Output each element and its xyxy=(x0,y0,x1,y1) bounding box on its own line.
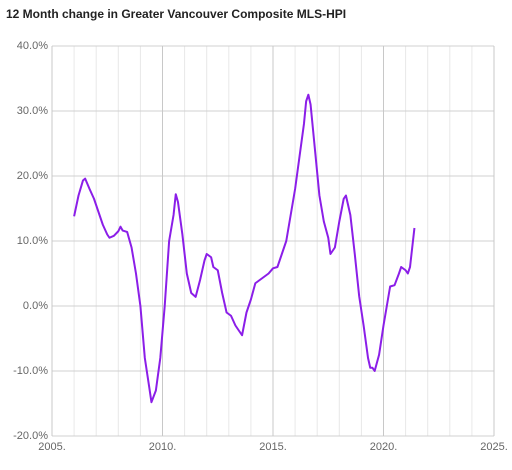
y-tick-label: 30.0% xyxy=(17,105,48,117)
y-tick-label: -10.0% xyxy=(13,365,48,377)
y-tick-label: -20.0% xyxy=(13,430,48,442)
y-tick-label: 0.0% xyxy=(23,300,48,312)
x-tick-label: 2015. xyxy=(259,441,287,453)
y-tick-label: 20.0% xyxy=(17,170,48,182)
x-tick-label: 2005. xyxy=(38,441,66,453)
chart-title: 12 Month change in Greater Vancouver Com… xyxy=(6,7,346,21)
y-tick-label: 40.0% xyxy=(17,40,48,52)
x-tick-label: 2020. xyxy=(370,441,398,453)
y-tick-label: 10.0% xyxy=(17,235,48,247)
x-tick-label: 2025. xyxy=(480,441,508,453)
line xyxy=(73,93,416,404)
x-tick-label: 2010. xyxy=(149,441,177,453)
